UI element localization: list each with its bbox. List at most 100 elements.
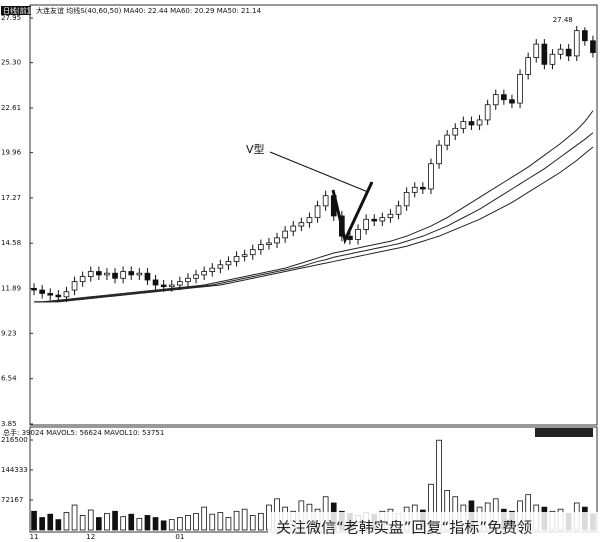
y-tick-label: 14.58 — [1, 239, 21, 247]
x-tick-label: 11 — [30, 533, 39, 541]
candle-body — [501, 94, 507, 101]
candle-body — [120, 271, 126, 279]
volume-bar — [217, 512, 224, 531]
candle-body — [428, 163, 434, 190]
candle-body — [55, 294, 62, 298]
candle-body — [541, 43, 548, 65]
candle-body — [39, 289, 45, 294]
y-tick-label: 216500 — [1, 436, 28, 444]
volume-bar — [201, 506, 207, 531]
volume-bar — [258, 512, 264, 531]
volume-bar — [136, 517, 143, 531]
y-tick-label: 72167 — [1, 496, 23, 504]
volume-bar — [249, 515, 256, 531]
candle-body — [322, 195, 329, 207]
volume-bar — [63, 512, 70, 531]
candle-body — [484, 104, 491, 121]
candle-body — [411, 186, 418, 193]
candle-body — [420, 186, 426, 190]
candle-body — [306, 217, 313, 224]
candle-body — [444, 134, 450, 146]
volume-bar — [177, 517, 183, 531]
candle-body — [168, 284, 175, 288]
candle-body — [104, 272, 110, 276]
x-tick-label: 01 — [175, 533, 184, 541]
y-tick-label: 9.23 — [1, 329, 17, 337]
candle-body — [298, 222, 305, 227]
candle-body — [136, 272, 143, 276]
candle-body — [557, 48, 564, 55]
volume-bar — [112, 510, 118, 531]
candle-body — [549, 53, 556, 65]
candle-body — [177, 281, 183, 286]
candle-body — [274, 237, 280, 244]
period-box — [1, 6, 31, 15]
candle-body — [144, 272, 151, 281]
ma-line — [34, 132, 594, 303]
candle-body — [71, 281, 78, 291]
candle-body — [258, 244, 264, 251]
candle-body — [371, 218, 378, 222]
price-panel — [29, 4, 598, 426]
candle-body — [47, 293, 54, 296]
candle-body — [31, 287, 37, 291]
candle-body — [339, 215, 345, 237]
volume-bar — [233, 510, 240, 531]
candle-body — [363, 218, 369, 230]
candle-body — [347, 235, 353, 240]
candle-body — [152, 279, 159, 286]
candle-body — [509, 99, 515, 104]
volume-bar — [87, 509, 94, 531]
candle-body — [452, 127, 459, 136]
candle-body — [193, 274, 199, 279]
volume-bar — [209, 513, 216, 531]
candle-body — [565, 48, 572, 57]
volume-bar — [96, 517, 102, 531]
candle-body — [290, 225, 297, 232]
candle-body — [355, 229, 361, 240]
y-tick-label: 19.96 — [1, 149, 22, 157]
v-shape — [331, 181, 374, 245]
volume-bar — [241, 508, 248, 531]
candle-body — [517, 74, 523, 104]
candle-body — [573, 30, 580, 57]
candle-body — [330, 195, 337, 217]
candle-body — [185, 277, 191, 283]
candle-body — [395, 205, 402, 215]
candle-body — [63, 291, 70, 298]
candle-body — [96, 271, 102, 276]
candle-body — [233, 255, 240, 262]
volume-box — [535, 428, 593, 437]
annotation: V型 — [246, 142, 265, 156]
candle-body — [217, 264, 224, 269]
indicator-header: 大连友谊 均线S(40,60,50) MA40: 22.44 MA60: 20.… — [36, 6, 262, 15]
candle-body — [379, 217, 386, 222]
y-tick-label: 25.30 — [1, 59, 21, 67]
volume-bar — [152, 517, 159, 531]
candle-body — [468, 121, 475, 126]
candle-body — [266, 242, 272, 245]
candle-body — [128, 271, 135, 276]
y-tick-label: 22.61 — [1, 104, 21, 112]
volume-bar — [128, 513, 135, 531]
y-tick-label: 3.85 — [1, 420, 17, 428]
peak-label: 27.48 — [553, 16, 573, 24]
volume-bar — [47, 513, 54, 531]
watermark: 关注微信“老韩实盘”回复“指标”免费领 — [276, 519, 532, 537]
candle-body — [241, 254, 248, 257]
candle-body — [492, 94, 499, 106]
candle-body — [460, 121, 467, 129]
annotation-arrow — [269, 151, 369, 193]
candle-body — [403, 191, 410, 207]
volume-bar — [144, 515, 151, 531]
candle-body — [112, 272, 118, 279]
candle-body — [387, 213, 394, 219]
candle-body — [87, 271, 94, 277]
candle-body — [249, 249, 256, 256]
y-tick-label: 11.89 — [1, 285, 21, 293]
candle-body — [476, 119, 483, 126]
candle-body — [160, 284, 167, 288]
candle-body — [225, 261, 232, 266]
ma-line — [34, 146, 594, 303]
